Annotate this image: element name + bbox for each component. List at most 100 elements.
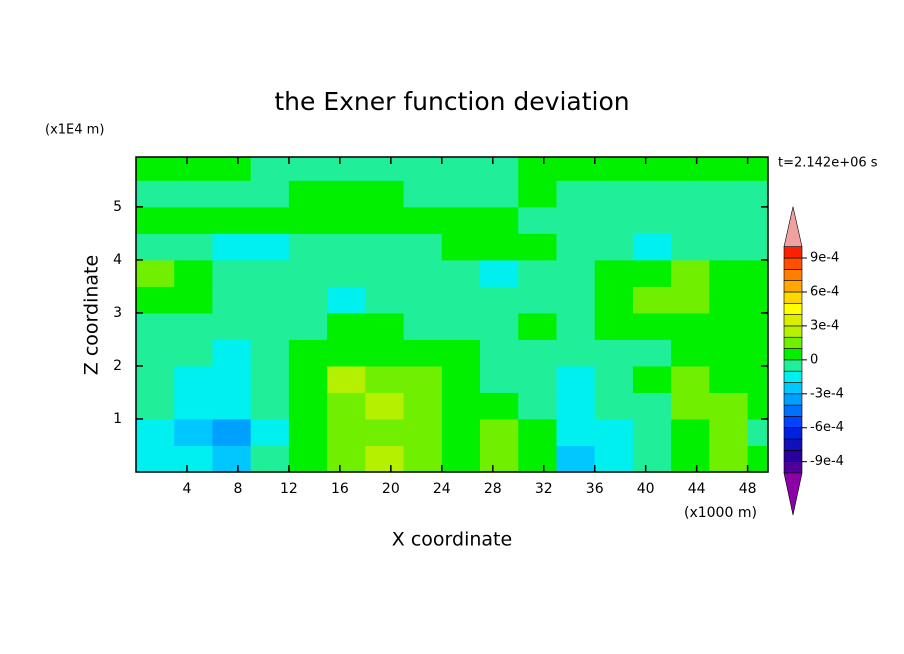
colorbar-band <box>783 370 803 383</box>
contour-cell <box>632 259 672 287</box>
contour-cell <box>250 206 290 234</box>
colorbar-band <box>783 314 803 327</box>
contour-cell <box>747 418 768 446</box>
contour-cell <box>174 445 213 472</box>
contour-cell <box>288 157 328 181</box>
contour-cell <box>709 206 749 234</box>
contour-cell <box>441 286 481 314</box>
contour-cell <box>403 418 443 446</box>
contour-cell <box>174 365 213 393</box>
contour-cell <box>556 180 596 208</box>
colorbar-over <box>783 206 803 247</box>
colorbar-band <box>783 302 803 315</box>
contour-cell <box>288 233 328 261</box>
contour-cell <box>174 339 213 367</box>
contour-cell <box>594 339 634 367</box>
contour-cell <box>556 445 596 472</box>
contour-cell <box>250 233 290 261</box>
contour-cell <box>671 312 710 340</box>
colorbar-band <box>783 246 803 259</box>
contour-cell <box>250 418 290 446</box>
contour-cell <box>518 180 557 208</box>
x-tick-label: 4 <box>183 481 192 497</box>
x-tick-label: 8 <box>233 481 242 497</box>
contour-cell <box>174 157 213 181</box>
contour-cell <box>441 392 481 420</box>
contour-cell <box>594 392 634 420</box>
contour-cell <box>174 418 213 446</box>
colorbar-band <box>783 427 803 440</box>
colorbar-tick-label: 9e-4 <box>810 251 839 266</box>
contour-cell <box>403 445 443 472</box>
contour-cell <box>365 312 405 340</box>
contour-cell <box>403 206 443 234</box>
contour-cell <box>632 365 672 393</box>
contour-cell <box>441 339 481 367</box>
contour-cell <box>174 259 213 287</box>
contour-cell <box>480 157 519 181</box>
contour-cell <box>212 339 252 367</box>
plot-frame <box>135 156 769 473</box>
contour-cell <box>212 392 252 420</box>
contour-cell <box>327 445 366 472</box>
contour-cell <box>288 392 328 420</box>
contour-cell <box>480 233 519 261</box>
contour-cell <box>403 365 443 393</box>
contour-cell <box>365 418 405 446</box>
contour-cell <box>671 180 710 208</box>
colorbar-tick-label: -3e-4 <box>810 386 844 401</box>
contour-cell <box>288 365 328 393</box>
x-tick-label: 20 <box>382 481 400 497</box>
contour-cell <box>480 259 519 287</box>
contour-cell <box>250 339 290 367</box>
contour-cell <box>632 445 672 472</box>
contour-cell <box>594 180 634 208</box>
contour-cell <box>288 180 328 208</box>
colorbar-tick-label: 0 <box>810 352 818 367</box>
contour-cell <box>480 392 519 420</box>
contour-cell <box>518 365 557 393</box>
contour-cell <box>288 445 328 472</box>
contour-cell <box>403 157 443 181</box>
contour-cell <box>594 157 634 181</box>
contour-cell <box>518 339 557 367</box>
colorbar-band <box>783 416 803 429</box>
contour-cell <box>594 312 634 340</box>
contour-cell <box>556 418 596 446</box>
contour-cell <box>136 445 175 472</box>
contour-cell <box>747 286 768 314</box>
contour-cell <box>212 445 252 472</box>
contour-cell <box>365 445 405 472</box>
contour-cell <box>441 418 481 446</box>
colorbar-band <box>783 348 803 361</box>
contour-cell <box>556 233 596 261</box>
colorbar-band <box>783 438 803 451</box>
contour-cell <box>250 157 290 181</box>
contour-cell <box>556 157 596 181</box>
contour-cell <box>594 206 634 234</box>
contour-cell <box>212 365 252 393</box>
contour-cell <box>480 206 519 234</box>
contour-cell <box>250 286 290 314</box>
contour-cell <box>136 206 175 234</box>
y-tick-label: 3 <box>113 305 122 321</box>
contour-cell <box>365 339 405 367</box>
x-tick-label: 24 <box>433 481 451 497</box>
contour-cell <box>441 312 481 340</box>
contour-cell <box>212 259 252 287</box>
contour-cell <box>671 233 710 261</box>
contour-cell <box>136 286 175 314</box>
contour-cell <box>212 180 252 208</box>
contour-cell <box>480 312 519 340</box>
contour-cell <box>747 233 768 261</box>
contour-cell <box>671 286 710 314</box>
y-axis-label: Z coordinate <box>81 255 103 375</box>
contour-cell <box>288 312 328 340</box>
contour-cell <box>174 180 213 208</box>
contour-cell <box>441 445 481 472</box>
x-tick-label: 48 <box>739 481 757 497</box>
contour-cell <box>518 206 557 234</box>
contour-cell <box>174 312 213 340</box>
contour-cell <box>518 233 557 261</box>
contour-cell <box>709 365 749 393</box>
